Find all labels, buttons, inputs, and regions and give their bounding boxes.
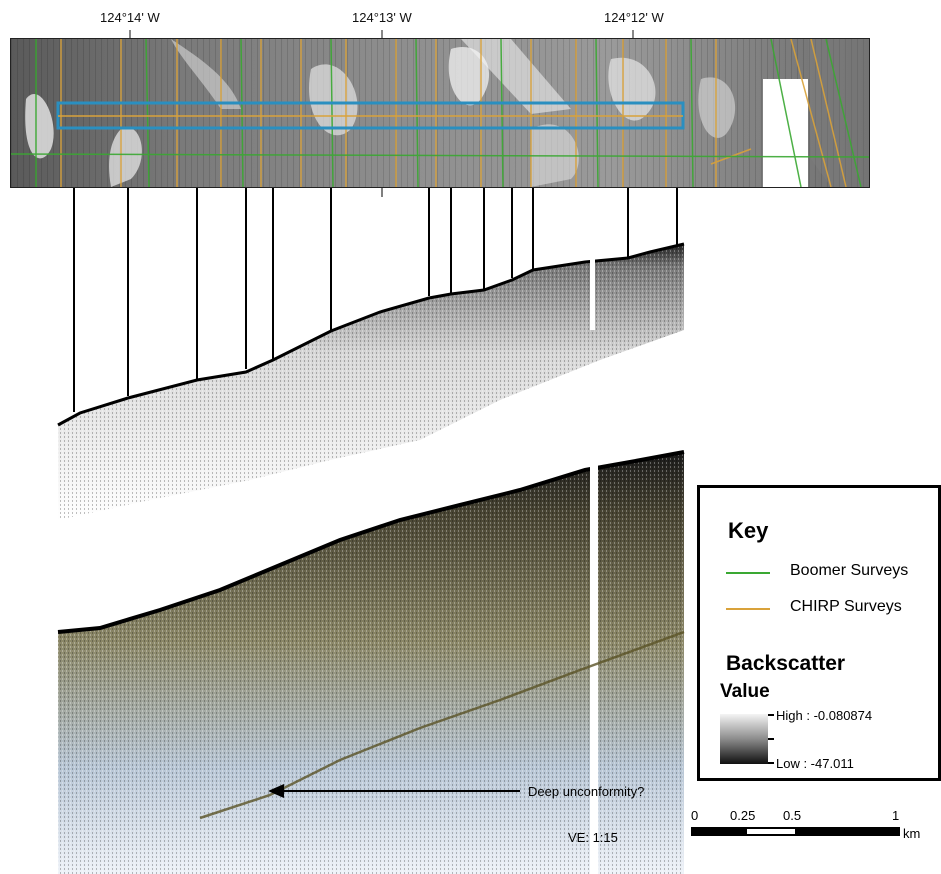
chirp-legend-label: CHIRP Surveys	[790, 598, 902, 615]
ramp-tick-high	[768, 714, 774, 716]
scale-tick-025: 0.25	[730, 808, 756, 823]
backscatter-title: Backscatter	[726, 652, 846, 675]
scale-tick-1: 1	[892, 808, 900, 823]
longitude-label-1: 124°14' W	[100, 10, 160, 25]
legend-box: Key Boomer Surveys CHIRP Surveys Backsca…	[697, 485, 941, 781]
vertical-exaggeration-label: VE: 1:15	[568, 830, 618, 845]
boomer-legend-swatch	[726, 572, 770, 574]
correlation-lines	[73, 188, 678, 412]
seismic-profile	[57, 188, 685, 874]
scale-tick-05: 0.5	[783, 808, 802, 823]
backscatter-color-ramp	[720, 714, 768, 764]
unconformity-annotation: Deep unconformity?	[528, 784, 645, 799]
longitude-label-2: 124°13' W	[352, 10, 412, 25]
backscatter-low-label: Low : -47.011	[776, 756, 854, 771]
ramp-tick-low	[768, 762, 774, 764]
legend-title: Key	[728, 518, 769, 543]
scale-tick-0: 0	[691, 808, 699, 823]
boomer-legend-label: Boomer Surveys	[790, 562, 909, 579]
scale-bar	[691, 827, 900, 836]
ramp-tick-mid	[768, 738, 774, 740]
backscatter-high-label: High : -0.080874	[776, 708, 873, 723]
longitude-ticks	[129, 30, 634, 39]
backscatter-subtitle: Value	[720, 681, 770, 702]
longitude-label-3: 124°12' W	[604, 10, 664, 25]
scale-unit: km	[903, 826, 921, 841]
backscatter-map-image	[11, 39, 869, 187]
backscatter-map-strip	[10, 38, 870, 188]
arrow-head-icon	[268, 784, 284, 798]
chirp-legend-swatch	[726, 608, 770, 610]
